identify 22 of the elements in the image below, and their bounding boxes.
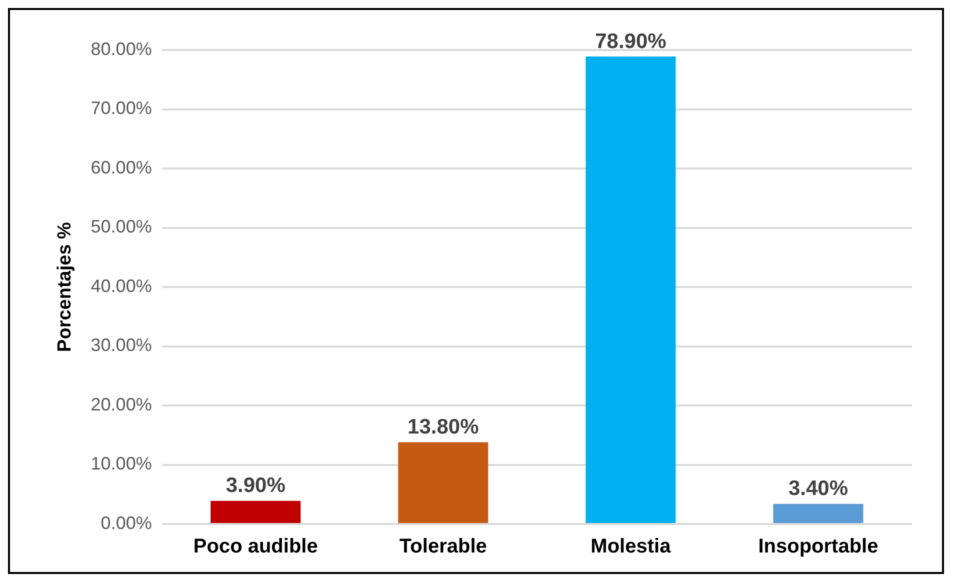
y-tick-label: 80.00%: [90, 38, 152, 59]
data-label: 3.40%: [788, 477, 848, 500]
y-tick-label: 0.00%: [100, 512, 152, 533]
bar: [773, 504, 864, 523]
y-tick-label: 20.00%: [90, 394, 152, 414]
data-label: 13.80%: [408, 416, 480, 439]
y-tick-label: 70.00%: [90, 98, 152, 118]
bar: [398, 442, 488, 523]
x-tick-label: Insoportable: [758, 536, 878, 558]
y-tick-label: 40.00%: [90, 276, 152, 296]
data-label: 78.90%: [595, 30, 667, 53]
y-axis-title: Porcentajes %: [54, 222, 76, 352]
bar: [586, 56, 676, 523]
x-tick-label: Poco audible: [193, 536, 318, 558]
y-tick-label: 10.00%: [90, 454, 152, 474]
y-tick-label: 60.00%: [90, 157, 152, 178]
y-tick-label: 50.00%: [90, 216, 152, 237]
x-tick-label: Molestia: [590, 536, 672, 558]
bar: [210, 500, 301, 523]
data-label: 3.90%: [226, 474, 286, 498]
y-tick-label: 30.00%: [90, 335, 152, 356]
x-tick-label: Tolerable: [399, 536, 487, 558]
